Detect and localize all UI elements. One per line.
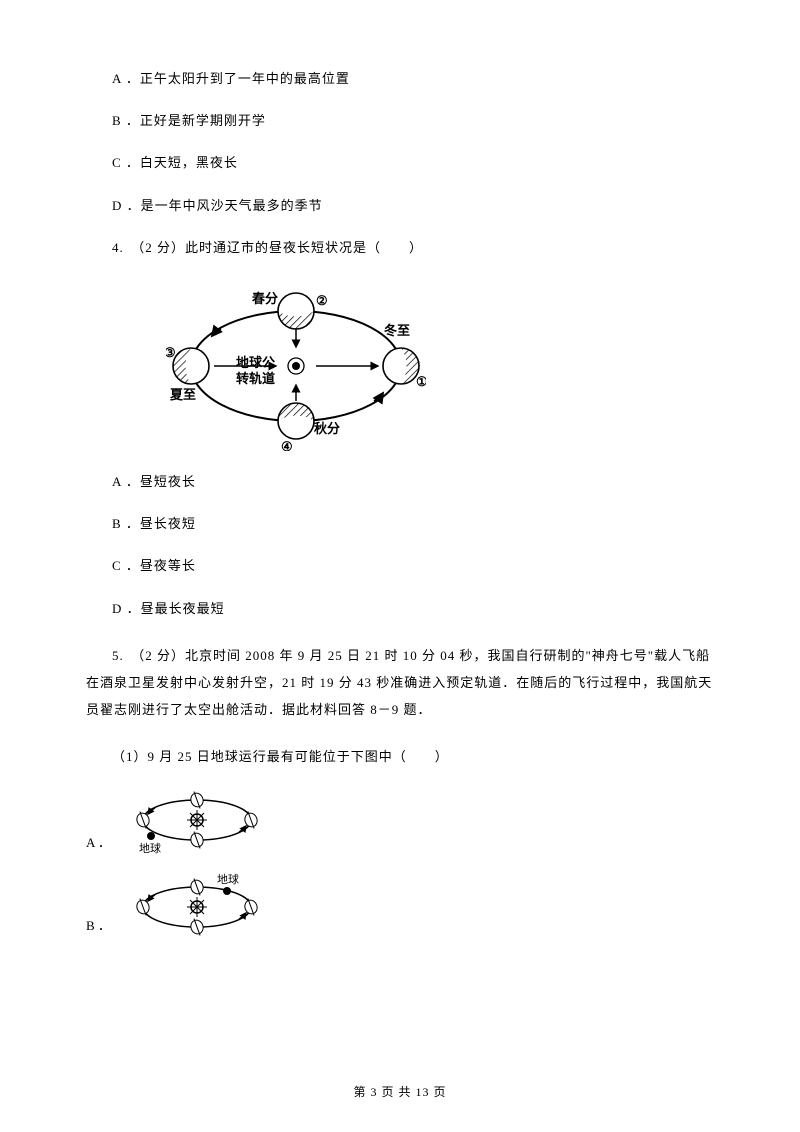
label-dongzhi: 冬至 <box>384 323 410 338</box>
num-1: ① <box>416 374 426 389</box>
q4-opt-b: B ．昼长夜短 <box>86 515 714 533</box>
opt-d-prev: D ．是一年中风沙天气最多的季节 <box>86 197 714 215</box>
q4-opt-d: D ．昼最长夜最短 <box>86 600 714 618</box>
num-3: ③ <box>166 345 176 360</box>
q4-stem: 4. （2 分）此时通辽市的昼夜长短状况是（ ） <box>86 239 714 257</box>
q5-sub1: （1）9 月 25 日地球运行最有可能位于下图中（ ） <box>86 748 714 766</box>
earth-label-b: 地球 <box>217 873 239 886</box>
orbit-svg: ② 春分 ① 冬至 ③ 夏至 ④ 秋分 地球公 转轨道 <box>166 281 426 451</box>
label-qiufen: 秋分 <box>314 421 340 436</box>
orbit-text2: 转轨道 <box>236 371 275 386</box>
opt-a-prev: A ．正午太阳升到了一年中的最高位置 <box>86 70 714 88</box>
page-footer: 第 3 页 共 13 页 <box>0 1083 800 1100</box>
q5-stem: 5. （2 分）北京时间 2008 年 9 月 25 日 21 时 10 分 0… <box>86 642 714 724</box>
orbit-a-svg: 地球 <box>117 790 277 855</box>
q5-opt-a-row: A ． 地球 <box>86 790 714 855</box>
orbit-diagram: ② 春分 ① 冬至 ③ 夏至 ④ 秋分 地球公 转轨道 <box>166 281 714 451</box>
q4-opt-c: C ．昼夜等长 <box>86 557 714 575</box>
q5-opt-b-label: B ． <box>86 915 111 938</box>
earth-label-a: 地球 <box>139 841 161 855</box>
opt-b-prev: B ．正好是新学期刚开学 <box>86 112 714 130</box>
opt-c-prev: C ．白天短，黑夜长 <box>86 154 714 172</box>
label-chunfen: 春分 <box>251 291 278 306</box>
orbit-b-svg: 地球 <box>117 873 277 938</box>
orbit-text1: 地球公 <box>236 355 275 370</box>
num-2: ② <box>316 293 328 308</box>
label-xiazhi: 夏至 <box>169 387 196 402</box>
num-4: ④ <box>281 439 293 451</box>
q5-opt-a-label: A ． <box>86 832 111 855</box>
q5-opt-b-row: B ． 地球 <box>86 873 714 938</box>
q4-opt-a: A ．昼短夜长 <box>86 473 714 491</box>
